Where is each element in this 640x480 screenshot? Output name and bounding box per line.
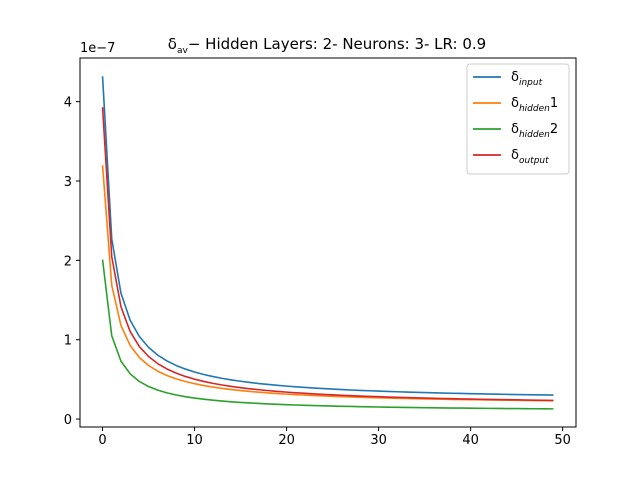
axes-frame — [79, 57, 577, 428]
title-symbol: δ — [168, 35, 177, 53]
legend-label: δoutput — [511, 148, 549, 166]
y-axis-ticks: 0 1 2 3 4 — [64, 96, 80, 428]
legend-label: δhidden1 — [511, 96, 558, 114]
legend-label: δhidden2 — [511, 122, 558, 140]
series-line-input — [101, 76, 554, 396]
x-axis-ticks: 0 10 20 30 40 50 — [98, 427, 571, 448]
title-text: − Hidden Layers: 2- Neurons: 3- LR: 0.9 — [188, 35, 486, 53]
y-tick-label: 3 — [64, 175, 72, 190]
x-tick-label: 10 — [186, 433, 203, 448]
plot-area: 0 10 20 30 40 50 0 1 2 3 4 — [64, 57, 577, 448]
legend-box — [466, 63, 570, 175]
y-tick-label: 1 — [64, 334, 72, 349]
x-tick-label: 30 — [370, 433, 387, 448]
chart-title: δav− Hidden Layers: 2- Neurons: 3- LR: 0… — [168, 35, 486, 56]
x-tick-label: 40 — [462, 433, 479, 448]
y-tick-label: 2 — [64, 254, 72, 269]
x-tick-label: 0 — [98, 433, 106, 448]
title-symbol-subscript: av — [177, 46, 189, 56]
series-line-hidden2 — [101, 259, 554, 410]
y-offset-label: 1e−7 — [80, 41, 115, 56]
x-tick-label: 20 — [278, 433, 295, 448]
legend-label: δinput — [511, 70, 543, 88]
series-lines — [101, 76, 554, 410]
y-tick-label: 4 — [64, 96, 72, 111]
series-line-output — [101, 107, 554, 402]
legend: δinput δhidden1 δhidden2 δoutput — [466, 63, 570, 175]
x-tick-label: 50 — [554, 433, 571, 448]
y-tick-label: 0 — [64, 413, 72, 428]
